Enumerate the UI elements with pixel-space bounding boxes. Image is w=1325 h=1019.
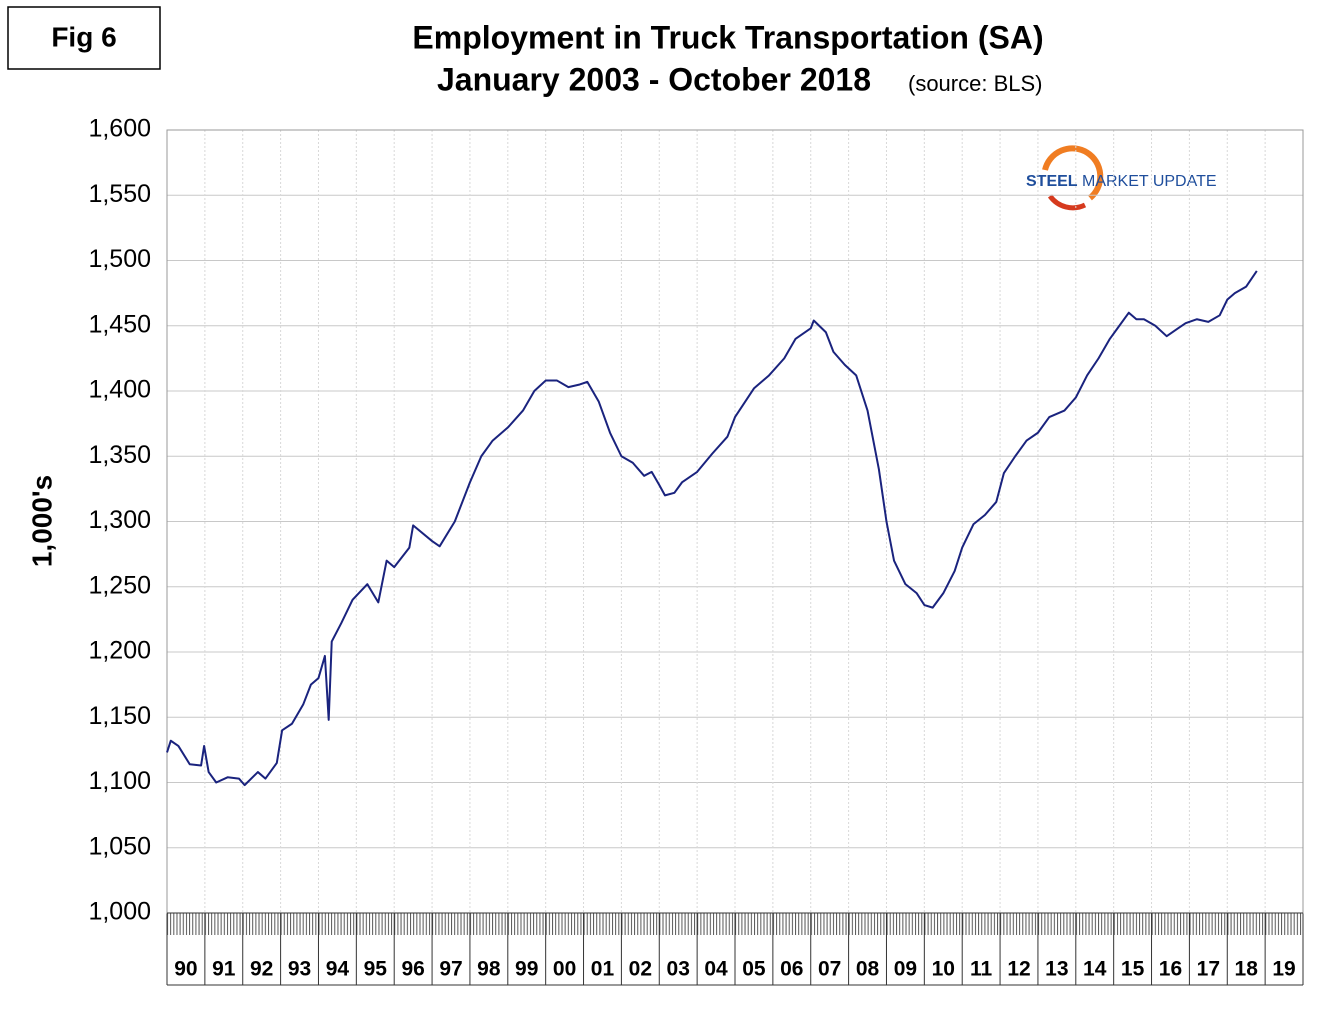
data-line [166, 270, 1258, 787]
x-tick-label: 00 [553, 958, 576, 981]
figure-label-box [7, 6, 161, 70]
x-tick-label: 91 [212, 958, 236, 981]
y-tick-label: 1,150 [88, 702, 151, 730]
x-tick-label: 94 [326, 958, 350, 981]
logo-text: MARKET UPDATE [1082, 173, 1217, 190]
x-tick-label: 96 [401, 958, 424, 981]
x-tick-label: 04 [704, 958, 728, 981]
x-tick-label: 18 [1235, 958, 1259, 981]
x-tick-label: 17 [1197, 958, 1220, 981]
x-tick-label: 90 [174, 958, 197, 981]
x-tick-label: 14 [1083, 958, 1107, 981]
y-tick-label: 1,250 [88, 571, 151, 599]
x-tick-label: 93 [288, 958, 311, 981]
x-tick-label: 06 [780, 958, 803, 981]
y-axis-title: 1,000's [26, 475, 57, 567]
x-tick-label: 13 [1045, 958, 1068, 981]
x-tick-label: 03 [667, 958, 690, 981]
x-tick-label: 05 [742, 958, 766, 981]
chart-subtitle: January 2003 - October 2018 [437, 61, 871, 97]
y-tick-label: 1,450 [88, 310, 151, 338]
x-tick-label: 10 [932, 958, 955, 981]
y-tick-label: 1,100 [88, 767, 151, 795]
logo-swoosh [1042, 145, 1104, 201]
x-tick-label: 01 [591, 958, 615, 981]
y-tick-label: 1,200 [88, 637, 151, 665]
x-tick-label: 16 [1159, 958, 1182, 981]
x-tick-label: 11 [970, 958, 993, 981]
x-tick-label: 02 [629, 958, 652, 981]
y-tick-label: 1,500 [88, 245, 151, 273]
x-tick-label: 09 [894, 958, 917, 981]
logo: STEEL MARKET UPDATE [1026, 145, 1217, 211]
x-tick-label: 95 [364, 958, 388, 981]
x-tick-label: 99 [515, 958, 538, 981]
y-tick-label: 1,000 [88, 898, 151, 926]
logo-swoosh [1047, 194, 1087, 211]
logo-text: STEEL [1026, 173, 1078, 190]
x-tick-label: 12 [1007, 958, 1030, 981]
figure-label: Fig 6 [51, 21, 116, 52]
y-tick-label: 1,350 [88, 441, 151, 469]
y-tick-label: 1,050 [88, 832, 151, 860]
y-tick-label: 1,400 [88, 376, 151, 404]
x-tick-label: 08 [856, 958, 880, 981]
y-tick-label: 1,600 [88, 115, 151, 143]
y-tick-label: 1,300 [88, 506, 151, 534]
x-tick-label: 98 [477, 958, 501, 981]
source-note: (source: BLS) [908, 71, 1043, 96]
x-tick-label: 19 [1272, 958, 1295, 981]
x-tick-label: 15 [1121, 958, 1145, 981]
x-tick-label: 07 [818, 958, 841, 981]
x-tick-label: 97 [439, 958, 462, 981]
y-tick-label: 1,550 [88, 180, 151, 208]
chart-title: Employment in Truck Transportation (SA) [412, 19, 1043, 55]
x-tick-label: 92 [250, 958, 273, 981]
